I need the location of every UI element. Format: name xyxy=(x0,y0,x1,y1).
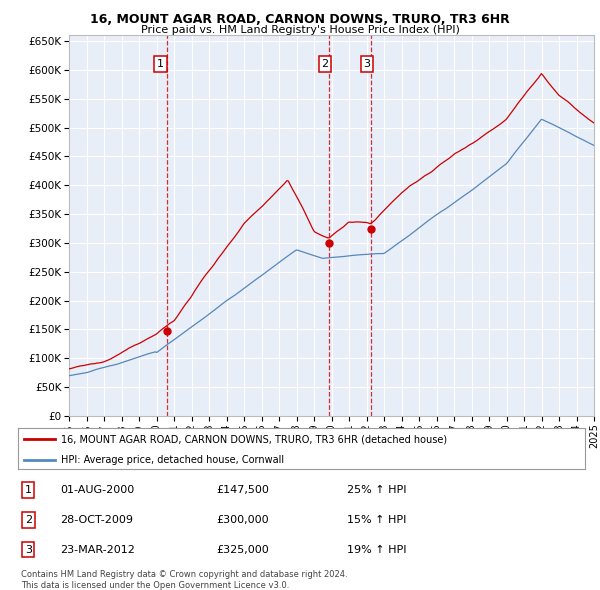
Text: 28-OCT-2009: 28-OCT-2009 xyxy=(61,515,134,525)
Text: 16, MOUNT AGAR ROAD, CARNON DOWNS, TRURO, TR3 6HR (detached house): 16, MOUNT AGAR ROAD, CARNON DOWNS, TRURO… xyxy=(61,434,446,444)
Text: 1: 1 xyxy=(25,485,32,495)
Text: 2: 2 xyxy=(25,515,32,525)
Text: 3: 3 xyxy=(364,59,371,69)
Text: This data is licensed under the Open Government Licence v3.0.: This data is licensed under the Open Gov… xyxy=(21,581,289,589)
Text: 16, MOUNT AGAR ROAD, CARNON DOWNS, TRURO, TR3 6HR: 16, MOUNT AGAR ROAD, CARNON DOWNS, TRURO… xyxy=(90,13,510,26)
Text: 2: 2 xyxy=(322,59,329,69)
Text: 3: 3 xyxy=(25,545,32,555)
Text: Price paid vs. HM Land Registry's House Price Index (HPI): Price paid vs. HM Land Registry's House … xyxy=(140,25,460,35)
Text: 25% ↑ HPI: 25% ↑ HPI xyxy=(347,485,406,495)
Text: Contains HM Land Registry data © Crown copyright and database right 2024.: Contains HM Land Registry data © Crown c… xyxy=(21,570,347,579)
Text: 1: 1 xyxy=(157,59,164,69)
Text: 15% ↑ HPI: 15% ↑ HPI xyxy=(347,515,406,525)
Text: 01-AUG-2000: 01-AUG-2000 xyxy=(61,485,135,495)
Text: 19% ↑ HPI: 19% ↑ HPI xyxy=(347,545,406,555)
Text: £300,000: £300,000 xyxy=(217,515,269,525)
Text: HPI: Average price, detached house, Cornwall: HPI: Average price, detached house, Corn… xyxy=(61,455,284,465)
Text: 23-MAR-2012: 23-MAR-2012 xyxy=(61,545,136,555)
Text: £147,500: £147,500 xyxy=(217,485,269,495)
Text: £325,000: £325,000 xyxy=(217,545,269,555)
